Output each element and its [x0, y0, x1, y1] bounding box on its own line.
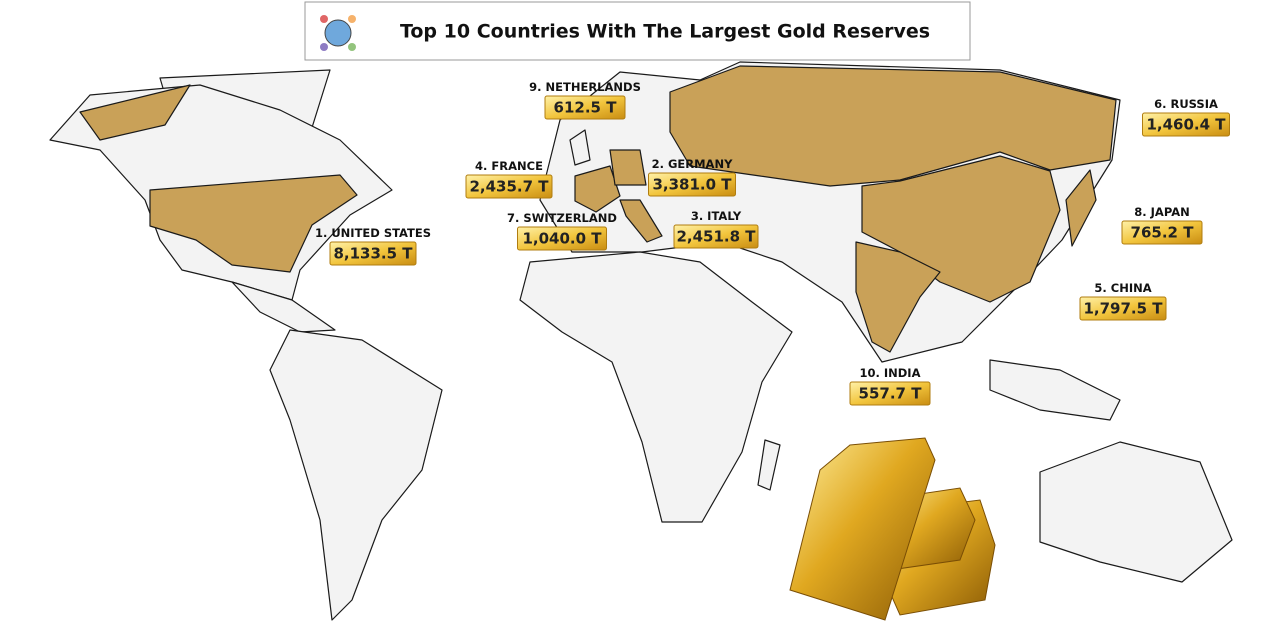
- country-name: 9. NETHERLANDS: [529, 80, 641, 94]
- country-name: 4. FRANCE: [475, 159, 543, 173]
- southeast-asia: [989, 359, 1121, 421]
- value-box: [465, 174, 553, 199]
- value-box: [329, 241, 417, 266]
- alaska: [79, 84, 191, 141]
- madagascar: [757, 439, 781, 491]
- country-name: 7. SWITZERLAND: [507, 211, 617, 225]
- country-value: 612.5 T: [554, 99, 618, 117]
- country-value: 8,133.5 T: [333, 245, 413, 263]
- france: [574, 165, 621, 213]
- india: [855, 241, 941, 353]
- uk: [569, 129, 591, 166]
- russia: [669, 65, 1117, 187]
- germany: [609, 149, 647, 186]
- world-map: [49, 61, 1233, 621]
- australia: [1039, 441, 1233, 583]
- japan: [1065, 169, 1097, 247]
- country-name: 2. GERMANY: [652, 157, 733, 171]
- country-value: 765.2 T: [1131, 224, 1195, 242]
- south-america: [269, 329, 443, 621]
- value-box: [544, 95, 626, 120]
- country-value: 1,040.0 T: [522, 230, 602, 248]
- country-value: 2,451.8 T: [676, 228, 756, 246]
- country-name: 5. CHINA: [1094, 281, 1151, 295]
- title: Top 10 Countries With The Largest Gold R…: [400, 21, 930, 43]
- central-america: [231, 281, 336, 333]
- africa: [519, 251, 793, 523]
- value-box: [648, 172, 736, 197]
- country-value: 1,797.5 T: [1083, 300, 1163, 318]
- country-name: 8. JAPAN: [1134, 205, 1189, 219]
- china: [861, 155, 1061, 303]
- value-box: [517, 226, 607, 251]
- usa: [149, 174, 358, 273]
- country-value: 2,435.7 T: [469, 178, 549, 196]
- value-box: [1121, 220, 1203, 245]
- value-box: [849, 381, 931, 406]
- value-box: [1079, 296, 1167, 321]
- italy: [619, 199, 663, 243]
- gold-bar: [789, 437, 936, 621]
- country-labels: 1. UNITED STATES 8,133.5 T 2. GERMANY 3,381…: [315, 80, 1230, 406]
- gold-bars: [789, 437, 996, 621]
- value-box: [673, 224, 759, 249]
- country-value: 557.7 T: [859, 385, 923, 403]
- value-box: [1142, 112, 1230, 137]
- country-value: 1,460.4 T: [1146, 116, 1226, 134]
- country-name: 3. ITALY: [691, 209, 742, 223]
- country-name: 6. RUSSIA: [1154, 97, 1218, 111]
- country-name: 10. INDIA: [859, 366, 920, 380]
- country-name: 1. UNITED STATES: [315, 226, 431, 240]
- logo: [320, 15, 356, 51]
- country-value: 3,381.0 T: [652, 176, 732, 194]
- title-box: [304, 1, 971, 61]
